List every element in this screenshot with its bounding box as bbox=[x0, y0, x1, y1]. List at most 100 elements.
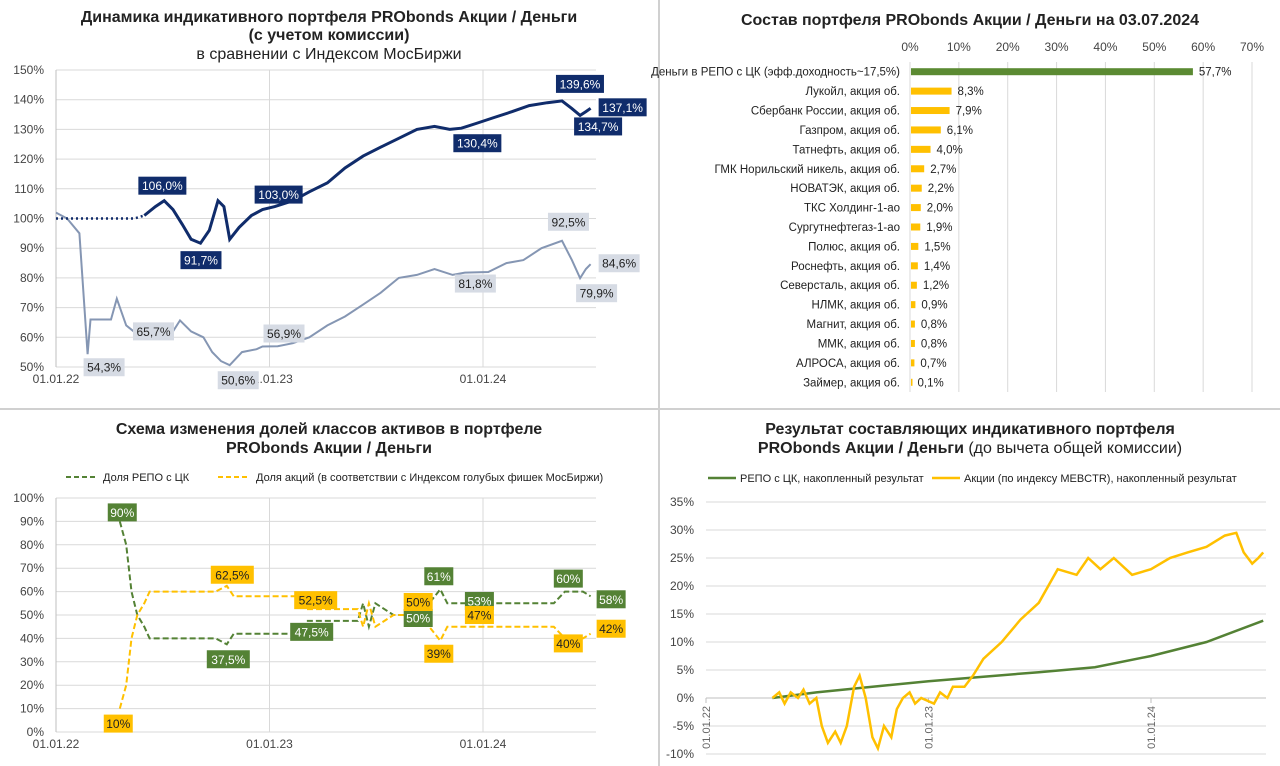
bar bbox=[911, 262, 918, 270]
series-portfolio-dotted bbox=[56, 214, 145, 220]
y-tick-label: 20% bbox=[20, 678, 44, 692]
series-stocks-line bbox=[118, 584, 592, 709]
y-tick-label: 30% bbox=[20, 655, 44, 669]
value-label: 0,8% bbox=[921, 319, 947, 331]
x-tick-label: 01.01.22 bbox=[33, 372, 80, 386]
y-tick-label: 130% bbox=[13, 122, 44, 136]
legend-label-repo-result: РЕПО с ЦК, накопленный результат bbox=[740, 473, 924, 485]
portfolio-composition-chart: 0% 10% 20% 30% 40% 50% 60% 70% Деньги в РЕПО с Ц… bbox=[651, 40, 1264, 392]
value-label: 0,1% bbox=[917, 377, 943, 389]
data-label: 90% bbox=[110, 506, 134, 520]
y-tick-label: 10% bbox=[20, 702, 44, 716]
y-tick-label: 0% bbox=[27, 725, 45, 739]
category-label: Полюс, акция об. bbox=[808, 241, 900, 253]
chart-title-line2: (с учетом комиссии) bbox=[248, 27, 410, 44]
series-imoex-line bbox=[55, 211, 592, 367]
data-label-box bbox=[598, 254, 640, 273]
category-label: ММК, акция об. bbox=[818, 338, 900, 350]
x-tick-label: 40% bbox=[1093, 40, 1117, 54]
chart-title: Схема изменения долей классов активов в … bbox=[115, 421, 543, 438]
value-label: 1,5% bbox=[924, 241, 950, 253]
y-tick-label: 150% bbox=[13, 63, 44, 77]
value-label: 1,9% bbox=[926, 222, 952, 234]
data-label: 50% bbox=[406, 596, 430, 610]
data-label-box bbox=[263, 324, 305, 343]
bar bbox=[911, 359, 915, 367]
legend-label-repo: Доля РЕПО с ЦК bbox=[103, 472, 190, 484]
y-tick-label: 40% bbox=[20, 631, 44, 645]
y-tick-label: 110% bbox=[14, 182, 44, 196]
y-tick-label: 70% bbox=[20, 301, 44, 315]
data-label-box bbox=[180, 251, 222, 270]
category-label: Северсталь, акция об. bbox=[780, 280, 900, 292]
data-label-box bbox=[206, 650, 250, 669]
value-label: 0,7% bbox=[920, 358, 946, 370]
chart-title: Динамика индикативного портфеля PRObonds… bbox=[80, 9, 578, 26]
x-tick-label: 01.01.24 bbox=[460, 372, 507, 386]
components-result-chart: РЕПО с ЦК, накопленный результат Акции (п… bbox=[666, 473, 1266, 761]
data-label-box bbox=[83, 358, 125, 377]
x-tick-label: 0% bbox=[901, 40, 919, 54]
data-label-box bbox=[576, 284, 618, 303]
panel-portfolio-composition: Состав портфеля PRObonds Акции / Деньги … bbox=[651, 0, 1280, 408]
x-tick-label: 01.01.22 bbox=[33, 737, 80, 751]
bar bbox=[911, 281, 917, 289]
data-label: 65,7% bbox=[136, 325, 170, 339]
value-label: 1,4% bbox=[924, 261, 950, 273]
y-tick-label: 30% bbox=[670, 523, 694, 537]
vertical-separator bbox=[658, 0, 660, 766]
data-label-box bbox=[596, 590, 626, 609]
data-label: 47,5% bbox=[295, 625, 329, 639]
x-tick-label: 50% bbox=[1142, 40, 1166, 54]
data-label-box bbox=[598, 98, 647, 117]
category-label: ТКС Холдинг-1-ао bbox=[804, 203, 900, 215]
asset-shares-chart: Доля РЕПО с ЦК Доля акций (в соответствии… bbox=[13, 472, 626, 751]
data-label: 106,0% bbox=[142, 179, 183, 193]
chart-title-line2-normal: (до вычета общей комиссии) bbox=[963, 440, 1183, 457]
x-tick-label: 01.01.23 bbox=[924, 706, 936, 749]
data-label: 42% bbox=[599, 622, 623, 636]
data-label-box bbox=[294, 591, 338, 610]
y-tick-label: -10% bbox=[666, 747, 694, 761]
value-label: 2,7% bbox=[930, 164, 956, 176]
value-label: 6,1% bbox=[947, 125, 973, 137]
bar bbox=[911, 223, 921, 231]
bar bbox=[911, 145, 931, 153]
chart-subtitle: в сравнении с Индексом МосБиржи bbox=[196, 46, 462, 63]
data-label-box bbox=[553, 569, 583, 588]
bar bbox=[911, 126, 941, 134]
panel-portfolio-dynamics: Динамика индикативного портфеля PRObonds… bbox=[0, 0, 658, 408]
y-tick-label: 10% bbox=[670, 635, 694, 649]
y-tick-label: 90% bbox=[20, 241, 44, 255]
bar bbox=[911, 339, 915, 347]
data-label-box bbox=[290, 622, 334, 641]
chart-title-line2-bold: PRObonds Акции / Деньги bbox=[757, 440, 964, 457]
value-label: 0,8% bbox=[921, 338, 947, 350]
series-stocks-result-line bbox=[771, 531, 1265, 752]
x-tick-label: 70% bbox=[1240, 40, 1264, 54]
value-label: 57,7% bbox=[1199, 67, 1232, 79]
series-portfolio-line bbox=[143, 99, 592, 246]
x-tick-label: 01.01.24 bbox=[460, 737, 507, 751]
series-repo-result-line bbox=[772, 619, 1264, 700]
data-label: 40% bbox=[556, 637, 580, 651]
bar bbox=[911, 301, 916, 309]
data-label-box bbox=[553, 634, 583, 653]
y-tick-label: -5% bbox=[673, 719, 695, 733]
bar bbox=[911, 165, 925, 173]
data-label: 92,5% bbox=[551, 215, 585, 229]
chart-title: Состав портфеля PRObonds Акции / Деньги … bbox=[740, 12, 1200, 29]
value-label: 8,3% bbox=[958, 86, 984, 98]
data-label: 37,5% bbox=[211, 653, 245, 667]
data-label: 84,6% bbox=[602, 257, 636, 271]
data-label: 79,9% bbox=[580, 287, 614, 301]
data-label-box bbox=[596, 619, 626, 638]
bar bbox=[911, 242, 919, 250]
data-label-box bbox=[547, 212, 589, 231]
bar bbox=[911, 378, 913, 386]
data-label: 39% bbox=[427, 647, 451, 661]
panel-asset-shares: Схема изменения долей классов активов в … bbox=[0, 410, 658, 766]
data-label-box bbox=[574, 117, 623, 136]
y-tick-label: 25% bbox=[670, 551, 694, 565]
data-label: 81,8% bbox=[458, 277, 492, 291]
